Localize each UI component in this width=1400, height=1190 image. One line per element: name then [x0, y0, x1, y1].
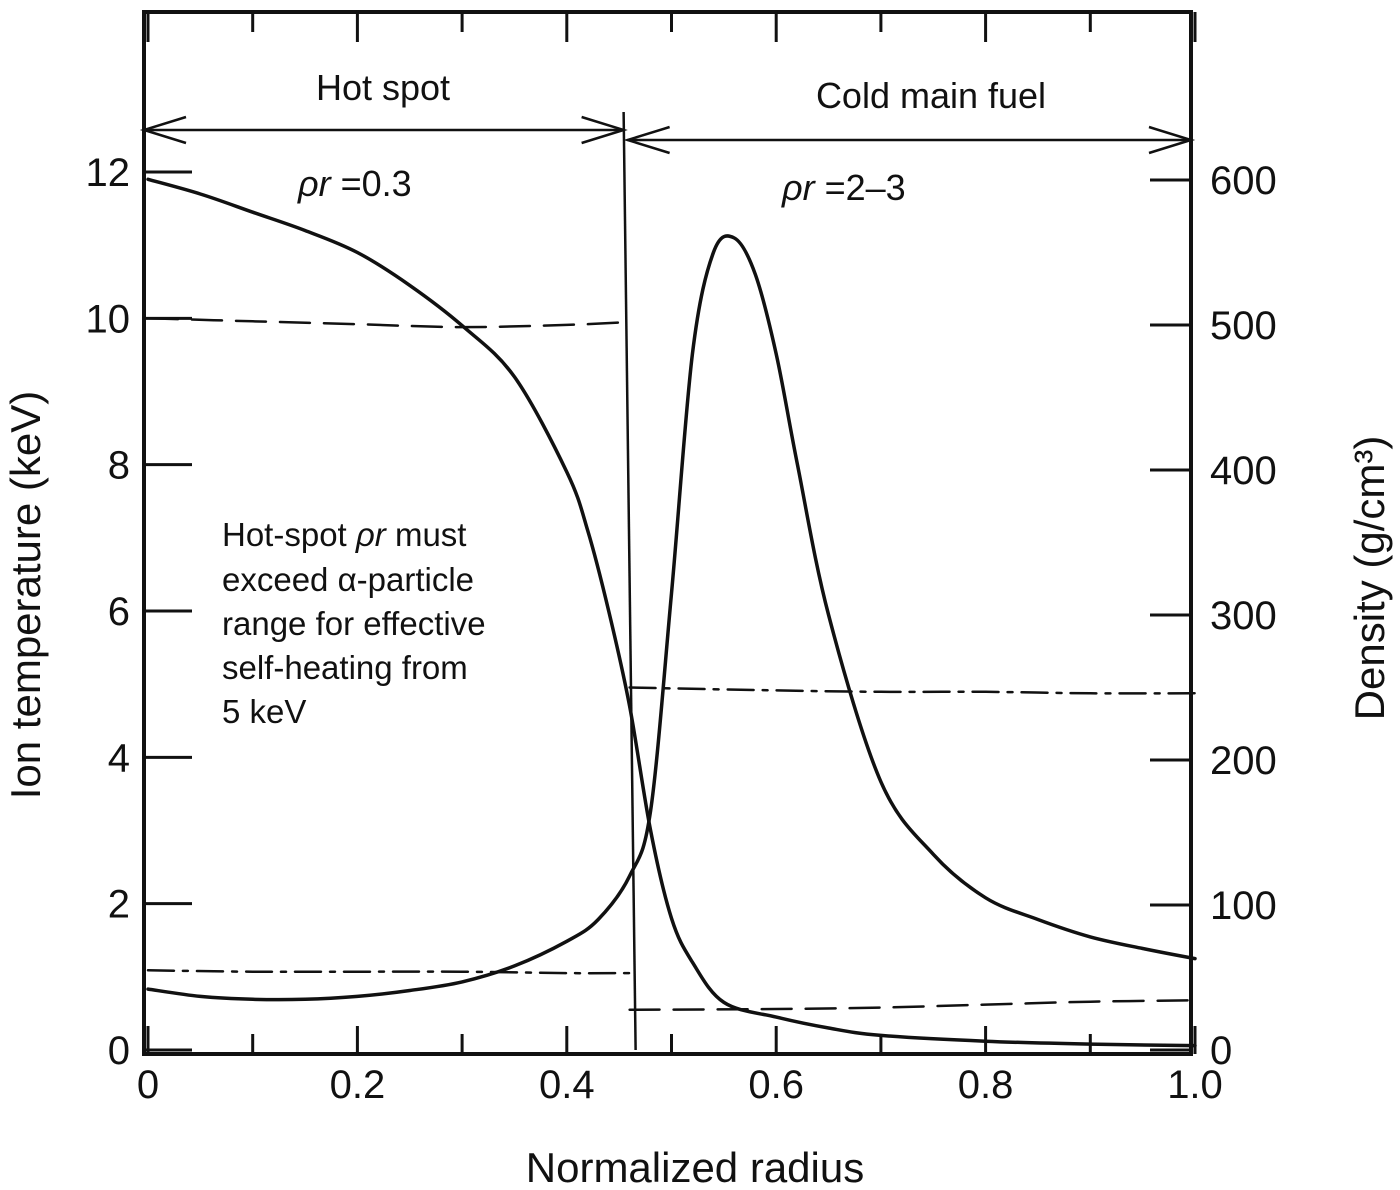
- x-tick-label: 1.0: [1167, 1063, 1223, 1107]
- left-y-axis-label: Ion temperature (keV): [2, 391, 49, 800]
- dashdot-reference-hot-spot: [146, 969, 631, 975]
- note-line-5: 5 keV: [222, 693, 306, 730]
- right-y-tick-label: 100: [1210, 884, 1277, 928]
- left-y-axis-ticks: 0 2 4 6 8 10 12: [86, 151, 192, 1073]
- x-axis-ticks: 0 0.2 0.4 0.6 0.8 1.0: [137, 1026, 1223, 1107]
- note-line-3: range for effective: [222, 605, 486, 642]
- cold-fuel-arrow-left-head: [623, 125, 670, 155]
- hot-spot-rho-r-value: =0.3: [331, 163, 412, 204]
- note-line-4: self-heating from: [222, 649, 468, 686]
- right-y-tick-label: 300: [1210, 594, 1277, 638]
- plot-frame: [142, 10, 1193, 1056]
- right-y-tick-label: 400: [1210, 449, 1277, 493]
- x-tick-label: 0.2: [330, 1063, 386, 1107]
- left-y-tick-label: 2: [108, 883, 130, 927]
- right-y-tick-label: 200: [1210, 739, 1277, 783]
- x-tick-label: 0: [137, 1063, 159, 1107]
- left-y-tick-label: 6: [108, 590, 130, 634]
- cold-fuel-rho-r: ρr =2–3: [781, 167, 906, 208]
- right-y-tick-label: 500: [1210, 304, 1277, 348]
- data-series: [146, 177, 1197, 1048]
- top-tick-marks: [146, 12, 1197, 42]
- left-y-tick-label: 0: [108, 1029, 130, 1073]
- hot-spot-arrow-right-head: [581, 115, 628, 145]
- hot-spot-interface-line: [622, 111, 637, 1051]
- left-y-tick-label: 4: [108, 736, 130, 780]
- region-label-hot-spot: Hot spot: [316, 67, 450, 108]
- cold-fuel-rho-r-value: =2–3: [815, 167, 906, 208]
- dashed-reference-hot-spot: [146, 317, 631, 329]
- right-y-axis-ticks: 0 100 200 300 400 500 600: [1150, 159, 1277, 1073]
- hot-spot-arrow-left-head: [139, 115, 187, 145]
- x-tick-label: 0.6: [748, 1063, 804, 1107]
- left-y-tick-label: 10: [86, 297, 131, 341]
- note-line-1: Hot-spot ρr must: [222, 516, 466, 553]
- note-line-2: exceed α-particle: [222, 561, 474, 598]
- left-y-tick-label: 12: [86, 151, 131, 195]
- dashed-reference-main-fuel: [628, 998, 1197, 1012]
- hot-spot-rho-r-symbol: ρr: [297, 163, 333, 204]
- x-tick-label: 0.4: [539, 1063, 595, 1107]
- right-y-tick-label: 600: [1210, 159, 1277, 203]
- cold-fuel-rho-r-symbol: ρr: [781, 167, 817, 208]
- region-arrows: [139, 115, 1196, 155]
- region-label-cold-main-fuel: Cold main fuel: [816, 75, 1046, 116]
- x-axis-label: Normalized radius: [526, 1144, 864, 1190]
- hot-spot-note: Hot-spot ρr must exceed α-particle range…: [222, 516, 495, 730]
- density-curve: [146, 234, 1197, 1002]
- ion-temperature-curve: [146, 177, 1197, 1048]
- dashdot-reference-main-fuel: [628, 686, 1197, 695]
- left-y-tick-label: 8: [108, 444, 130, 488]
- right-y-tick-label: 0: [1210, 1029, 1232, 1073]
- right-y-axis-label: Density (g/cm³): [1346, 436, 1393, 721]
- hot-spot-rho-r: ρr =0.3: [297, 163, 412, 204]
- cold-fuel-arrow-right-head: [1148, 125, 1196, 155]
- x-tick-label: 0.8: [958, 1063, 1014, 1107]
